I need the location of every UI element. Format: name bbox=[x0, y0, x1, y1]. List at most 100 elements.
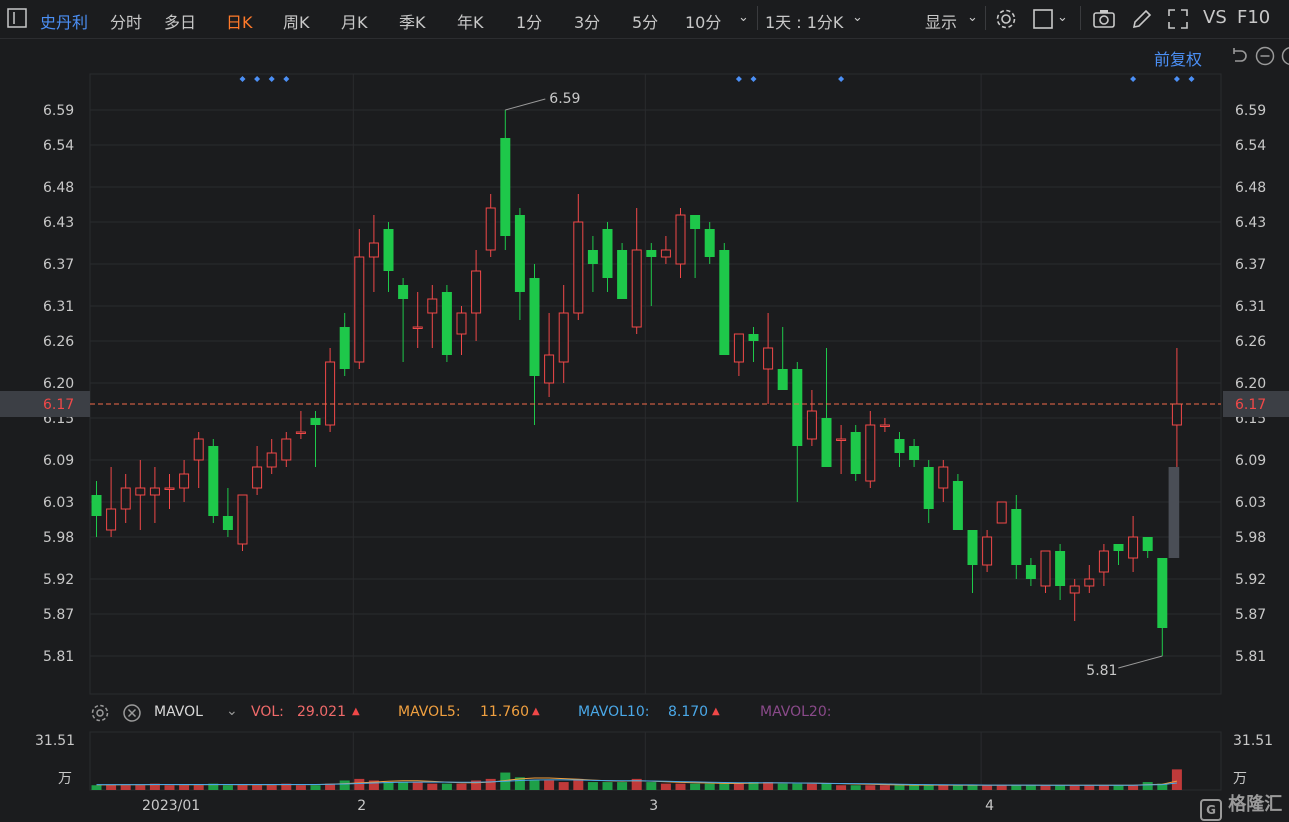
event-marker-icon[interactable] bbox=[283, 76, 290, 82]
volume-bar[interactable] bbox=[222, 785, 233, 790]
volume-bar[interactable] bbox=[339, 780, 350, 790]
candle-body[interactable] bbox=[529, 278, 540, 376]
candle-body[interactable] bbox=[120, 487, 131, 510]
volume-bars[interactable] bbox=[91, 769, 1182, 790]
tab-quarterly-k[interactable]: 季K bbox=[399, 13, 426, 32]
volume-bar[interactable] bbox=[1011, 785, 1022, 790]
volume-bar[interactable] bbox=[587, 782, 598, 790]
chevron-down-icon[interactable]: ⌄ bbox=[1057, 10, 1068, 25]
candle-body[interactable] bbox=[777, 369, 788, 390]
volume-bar[interactable] bbox=[193, 785, 204, 790]
volume-bar[interactable] bbox=[909, 785, 920, 790]
volume-bar[interactable] bbox=[675, 783, 686, 790]
volume-bar[interactable] bbox=[1069, 785, 1080, 790]
candle-body[interactable] bbox=[587, 250, 598, 264]
volume-bar[interactable] bbox=[529, 780, 540, 790]
volume-bar[interactable] bbox=[719, 783, 730, 790]
volume-bar[interactable] bbox=[1055, 785, 1066, 790]
candle-body[interactable] bbox=[996, 501, 1007, 524]
event-marker-icon[interactable] bbox=[239, 76, 246, 82]
volume-bar[interactable] bbox=[1142, 782, 1153, 790]
volume-bar[interactable] bbox=[704, 783, 715, 790]
volume-bar[interactable] bbox=[631, 778, 642, 790]
vs-button[interactable]: VS bbox=[1203, 7, 1227, 28]
volume-bar[interactable] bbox=[1171, 769, 1182, 790]
tab-monthly-k[interactable]: 月K bbox=[341, 13, 368, 32]
event-marker-icon[interactable] bbox=[838, 76, 845, 82]
volume-bar[interactable] bbox=[135, 785, 146, 790]
candle-body[interactable] bbox=[281, 438, 292, 461]
stock-name[interactable]: 史丹利 bbox=[40, 13, 89, 32]
volume-bar[interactable] bbox=[120, 785, 131, 790]
candle-body[interactable] bbox=[427, 298, 438, 314]
candle-body[interactable] bbox=[909, 446, 920, 460]
volume-bar[interactable] bbox=[967, 785, 978, 790]
candle-body[interactable] bbox=[514, 215, 525, 292]
volume-bar[interactable] bbox=[208, 783, 219, 790]
volume-bar[interactable] bbox=[179, 785, 190, 790]
indicator-name[interactable]: MAVOL bbox=[154, 704, 203, 720]
candle-body[interactable] bbox=[1055, 551, 1066, 586]
volume-bar[interactable] bbox=[617, 782, 628, 790]
candle-body[interactable] bbox=[617, 250, 628, 299]
tab-3min[interactable]: 3分 bbox=[574, 13, 601, 32]
candle-body[interactable] bbox=[1011, 509, 1022, 565]
volume-bar[interactable] bbox=[471, 780, 482, 790]
candle-body[interactable] bbox=[1171, 403, 1182, 426]
undo-icon[interactable] bbox=[1228, 45, 1250, 67]
candle-body[interactable] bbox=[719, 250, 730, 355]
volume-bar[interactable] bbox=[923, 785, 934, 790]
candle-body[interactable] bbox=[544, 354, 555, 384]
tab-duori[interactable]: 多日 bbox=[164, 13, 197, 32]
candle-body[interactable] bbox=[704, 229, 715, 257]
gear-icon[interactable] bbox=[994, 7, 1018, 31]
volume-bar[interactable] bbox=[544, 780, 555, 790]
volume-bar[interactable] bbox=[996, 785, 1007, 790]
candle-body[interactable] bbox=[500, 138, 511, 236]
volume-bar[interactable] bbox=[266, 785, 277, 790]
volume-bar[interactable] bbox=[91, 785, 102, 790]
candle-body[interactable] bbox=[879, 424, 890, 427]
candle-body[interactable] bbox=[660, 249, 671, 258]
volume-bar[interactable] bbox=[938, 785, 949, 790]
candle-body[interactable] bbox=[952, 481, 963, 530]
candle-body[interactable] bbox=[1025, 565, 1036, 579]
event-marker-icon[interactable] bbox=[1130, 76, 1137, 82]
volume-bar[interactable] bbox=[281, 783, 292, 790]
candle-body[interactable] bbox=[398, 285, 409, 299]
candle-body[interactable] bbox=[1084, 578, 1095, 587]
volume-bar[interactable] bbox=[485, 778, 496, 790]
settings-gear-icon[interactable] bbox=[90, 703, 110, 727]
f10-button[interactable]: F10 bbox=[1237, 7, 1271, 28]
candle-body[interactable] bbox=[252, 466, 263, 489]
candle-body[interactable] bbox=[368, 242, 379, 258]
candle-body[interactable] bbox=[1128, 536, 1139, 559]
candle-body[interactable] bbox=[894, 439, 905, 453]
candle-body[interactable] bbox=[938, 466, 949, 489]
volume-bar[interactable] bbox=[1040, 785, 1051, 790]
volume-bar[interactable] bbox=[646, 782, 657, 790]
candle-body[interactable] bbox=[923, 467, 934, 509]
candle-body[interactable] bbox=[164, 487, 175, 490]
event-marker-icon[interactable] bbox=[735, 76, 742, 82]
volume-bar[interactable] bbox=[806, 783, 817, 790]
tab-daily-k[interactable]: 日K bbox=[226, 13, 253, 32]
candle-body[interactable] bbox=[193, 438, 204, 461]
volume-bar[interactable] bbox=[164, 785, 175, 790]
volume-bar[interactable] bbox=[982, 785, 993, 790]
volume-bar[interactable] bbox=[1084, 785, 1095, 790]
kline-chart[interactable]: 6.596.546.486.436.376.316.266.206.156.09… bbox=[0, 38, 1289, 822]
volume-bar[interactable] bbox=[398, 782, 409, 790]
volume-bar[interactable] bbox=[1098, 785, 1109, 790]
candle-body[interactable] bbox=[733, 333, 744, 363]
candle-body[interactable] bbox=[982, 536, 993, 566]
candle-body[interactable] bbox=[646, 250, 657, 257]
candle-body[interactable] bbox=[675, 214, 686, 265]
candle-body[interactable] bbox=[763, 347, 774, 370]
candle-body[interactable] bbox=[179, 473, 190, 489]
volume-bar[interactable] bbox=[412, 782, 423, 790]
volume-bar[interactable] bbox=[237, 785, 248, 790]
volume-bar[interactable] bbox=[1113, 785, 1124, 790]
chevron-down-icon[interactable]: ⌄ bbox=[738, 10, 749, 25]
zoom-in-icon[interactable] bbox=[1280, 45, 1289, 67]
